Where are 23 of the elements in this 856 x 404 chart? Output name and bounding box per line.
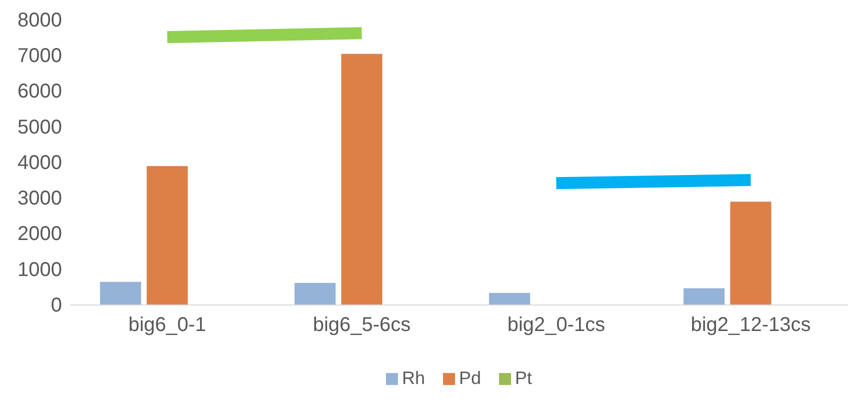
bar [100, 282, 142, 305]
y-tick-label: 1000 [18, 258, 62, 281]
bar [294, 282, 336, 305]
legend-label: Rh [402, 368, 425, 388]
y-tick-label: 4000 [18, 152, 62, 174]
bar [146, 166, 188, 305]
x-tick-label: big6_5-6cs [312, 314, 411, 336]
x-tick-label: big2_12-13cs [690, 314, 811, 336]
legend-label: Pt [515, 368, 532, 388]
bar [730, 202, 772, 305]
y-tick-label: 7000 [18, 45, 62, 68]
y-tick-label: 3000 [18, 188, 62, 210]
legend-label: Pd [458, 368, 482, 388]
y-tick-label: 2000 [18, 223, 62, 246]
y-tick-label: 5000 [18, 116, 62, 138]
bar [684, 288, 725, 305]
y-tick-label: 8000 [18, 9, 62, 32]
x-tick-label: big6_0-1 [128, 314, 206, 336]
y-tick-label: 6000 [18, 80, 62, 103]
bar [489, 292, 530, 305]
bar [341, 54, 382, 305]
x-tick-label: big2_0-1cs [507, 314, 606, 336]
y-tick-label: 0 [50, 294, 62, 316]
